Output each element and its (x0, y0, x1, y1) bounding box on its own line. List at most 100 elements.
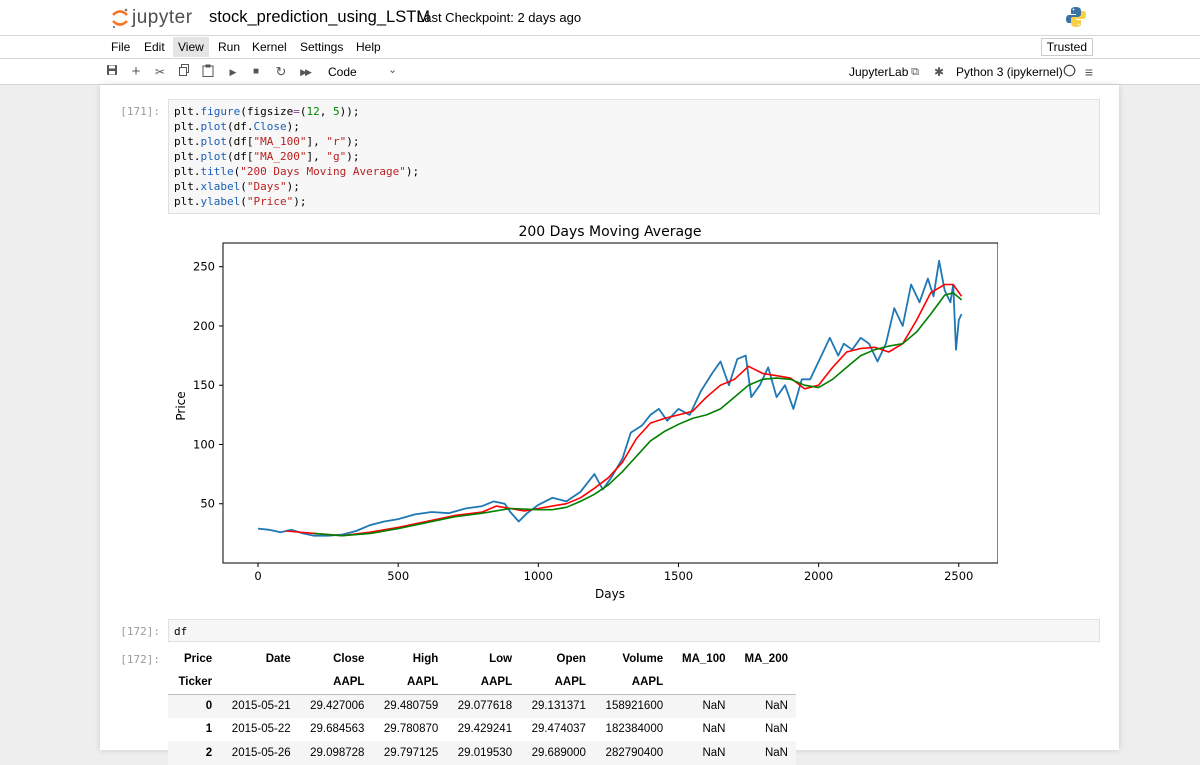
col-subheader (220, 670, 299, 695)
col-header: MA_100 (682, 652, 726, 665)
cell2-code: df (174, 625, 188, 638)
jupyter-logo-icon (112, 8, 128, 29)
col-subheader: AAPL (520, 670, 594, 695)
jupyter-logo[interactable]: jupyter (110, 6, 196, 30)
debugger-bug-icon[interactable]: ✱ (933, 65, 945, 79)
col-header: Volume (622, 652, 664, 665)
table-cell: 29.429241 (457, 723, 513, 736)
table-cell: 2015-05-21 (231, 700, 291, 712)
fast-forward-icon[interactable]: ▶▶ (300, 67, 312, 77)
logo-text: jupyter (132, 7, 193, 28)
cut-icon[interactable]: ✂ (154, 65, 166, 79)
menu-kernel[interactable]: Kernel (252, 40, 287, 54)
menu-settings[interactable]: Settings (300, 40, 344, 54)
y-tick-label: 250 (193, 260, 215, 274)
col-subheader: AAPL (593, 670, 672, 695)
table-cell: NaN (702, 723, 726, 736)
x-tick-label: 2500 (944, 569, 973, 583)
table-cell: 29.689000 (531, 746, 586, 759)
code-cell-1[interactable]: plt.figure(figsize=(12, 5)); plt.plot(df… (168, 99, 1100, 214)
table-cell: 2015-05-26 (231, 746, 291, 759)
col-header: Low (489, 652, 513, 665)
table-header-row: Price Date Close High Low Open Volume MA… (168, 647, 796, 671)
col-subheader (733, 670, 796, 695)
jupyterlab-link[interactable]: JupyterLab (849, 65, 909, 79)
last-checkpoint: Last Checkpoint: 2 days ago (417, 10, 582, 25)
y-tick-label: 50 (200, 497, 215, 511)
table-cell: 29.427006 (310, 700, 365, 712)
table-cell: 29.780870 (383, 723, 439, 736)
col-header: High (412, 652, 439, 665)
table-cell: 2015-05-22 (231, 723, 291, 736)
table-cell: 29.684563 (310, 723, 365, 736)
chart-title: 200 Days Moving Average (518, 224, 701, 240)
notebook-toolbar: + ✂ ▶ ■ ↻ ▶▶ Code ⌄ JupyterLab ⧉ ✱ Pytho… (0, 59, 1200, 85)
cell2-prompt: [172]: (120, 625, 160, 638)
col-header: Price (183, 652, 213, 665)
table-subheader-row: Ticker AAPL AAPL AAPL AAPL AAPL (168, 670, 796, 695)
x-tick-label: 1500 (664, 569, 693, 583)
copy-icon[interactable] (176, 64, 192, 80)
x-tick-label: 500 (387, 569, 409, 583)
col-subheader: Ticker (168, 670, 221, 695)
chevron-down-icon[interactable]: ⌄ (388, 64, 398, 76)
menu-file[interactable]: File (111, 40, 131, 54)
table-cell: 29.797125 (383, 746, 439, 759)
stop-icon[interactable]: ■ (252, 66, 260, 77)
chart-ylabel: Price (174, 391, 188, 420)
table-cell: 29.098728 (310, 746, 365, 759)
table-cell: 29.077618 (457, 700, 513, 712)
chart-xlabel: Days (595, 587, 625, 601)
row-index: 0 (205, 700, 213, 712)
add-cell-icon[interactable]: + (131, 63, 141, 80)
y-tick-label: 200 (193, 319, 215, 333)
top-header: jupyter stock_prediction_using_LSTM Last… (0, 0, 1200, 35)
menu-edit[interactable]: Edit (144, 40, 165, 54)
table-cell: NaN (702, 700, 726, 712)
x-tick-label: 0 (254, 569, 261, 583)
menu-bar: File Edit View Run Kernel Settings Help … (0, 35, 1200, 59)
col-subheader: AAPL (446, 670, 521, 695)
col-header: MA_200 (744, 652, 788, 665)
table-cell: 282790400 (605, 746, 664, 759)
table-row: 0 2015-05-21 29.427006 29.480759 29.0776… (168, 694, 796, 718)
col-header: Date (265, 652, 291, 665)
table-cell: NaN (764, 746, 788, 759)
save-icon[interactable] (104, 64, 120, 80)
table-cell: 158921600 (605, 700, 664, 712)
table-row: 1 2015-05-22 29.684563 29.780870 29.4292… (168, 718, 796, 742)
menu-help[interactable]: Help (356, 40, 381, 54)
table-cell: 29.480759 (383, 700, 439, 712)
col-header: Close (333, 652, 365, 665)
y-tick-label: 150 (193, 378, 215, 392)
series-line-ma-200 (314, 292, 963, 537)
code-cell-2[interactable]: df (168, 619, 1100, 642)
table-cell: NaN (764, 700, 788, 712)
output2-prompt: [172]: (120, 653, 160, 666)
col-header: Open (556, 652, 586, 665)
restart-icon[interactable]: ↻ (275, 64, 287, 79)
col-subheader (671, 670, 734, 695)
x-tick-label: 1000 (524, 569, 553, 583)
python-logo-icon (1066, 7, 1086, 27)
menu-view[interactable]: View (173, 37, 209, 57)
dataframe-table: Price Date Close High Low Open Volume MA… (168, 647, 796, 765)
cell-type-select[interactable]: Code (328, 65, 357, 79)
paste-icon[interactable] (200, 64, 216, 80)
table-cell: 29.019530 (457, 746, 513, 759)
col-subheader: AAPL (372, 670, 447, 695)
table-cell: 182384000 (605, 723, 664, 736)
trusted-indicator[interactable]: Trusted (1040, 38, 1093, 56)
menu-hamburger-icon[interactable]: ≡ (1084, 64, 1094, 80)
notebook-title[interactable]: stock_prediction_using_LSTM (209, 8, 431, 26)
series-line-close (257, 259, 963, 537)
table-row: 2 2015-05-26 29.098728 29.797125 29.0195… (168, 741, 796, 765)
table-cell: NaN (702, 746, 726, 759)
series-line-ma-100 (286, 283, 963, 537)
kernel-name[interactable]: Python 3 (ipykernel) (956, 65, 1063, 79)
external-link-icon[interactable]: ⧉ (911, 66, 919, 78)
row-index: 1 (205, 723, 213, 736)
menu-run[interactable]: Run (218, 40, 241, 54)
y-tick-label: 100 (193, 437, 215, 451)
run-icon[interactable]: ▶ (229, 67, 237, 77)
